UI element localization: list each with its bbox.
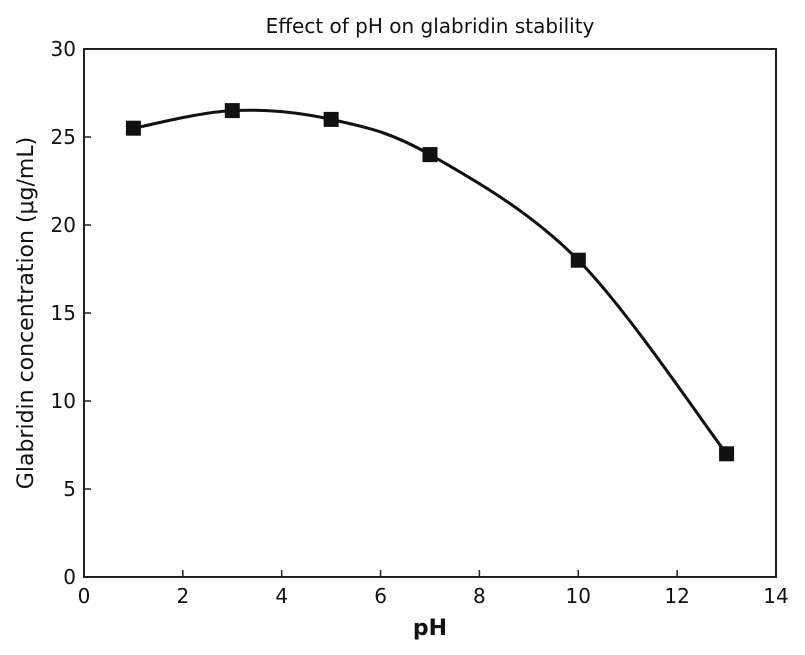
- y-tick-label: 30: [51, 37, 76, 61]
- data-point: [570, 252, 586, 268]
- x-tick-label: 12: [664, 584, 689, 608]
- y-tick-label: 5: [63, 477, 76, 501]
- data-point: [224, 103, 240, 119]
- x-tick-label: 6: [374, 584, 387, 608]
- y-tick-label: 20: [51, 213, 76, 237]
- y-tick-label: 15: [51, 301, 76, 325]
- data-point: [323, 111, 339, 127]
- data-point: [125, 120, 141, 136]
- data-point: [719, 446, 735, 462]
- x-tick-label: 4: [275, 584, 288, 608]
- chart-title: Effect of pH on glabridin stability: [266, 14, 595, 38]
- y-axis-label: Glabridin concentration (μg/mL): [14, 137, 39, 489]
- y-tick-label: 10: [51, 389, 76, 413]
- x-tick-label: 14: [763, 584, 788, 608]
- x-tick-label: 2: [176, 584, 189, 608]
- data-point: [422, 147, 438, 163]
- plot-area: [83, 48, 777, 578]
- data-markers: [125, 103, 735, 462]
- y-axis: 0 5 10 15 20 25 30: [51, 37, 91, 589]
- x-axis-label: pH: [413, 616, 447, 641]
- x-tick-label: 0: [78, 584, 91, 608]
- y-tick-label: 0: [63, 565, 76, 589]
- x-tick-label: 8: [473, 584, 486, 608]
- y-tick-label: 25: [51, 125, 76, 149]
- x-axis: 0 2 4 6 8 10 12 14: [78, 570, 789, 608]
- x-tick-label: 10: [566, 584, 591, 608]
